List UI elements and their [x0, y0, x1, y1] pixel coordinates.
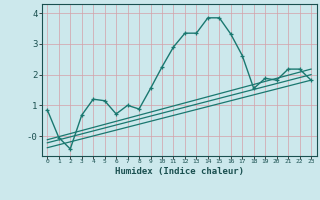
- X-axis label: Humidex (Indice chaleur): Humidex (Indice chaleur): [115, 167, 244, 176]
